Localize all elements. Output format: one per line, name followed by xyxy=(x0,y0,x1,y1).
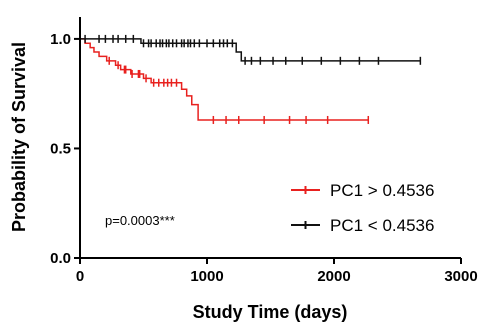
x-axis-title: Study Time (days) xyxy=(193,302,348,322)
x-tick-label: 2000 xyxy=(317,268,350,285)
legend: PC1 > 0.4536 PC1 < 0.4536 xyxy=(291,181,434,235)
curve-pc1-high xyxy=(80,38,369,121)
y-tick-label: 0.0 xyxy=(50,250,71,267)
x-ticks: 0 1000 2000 3000 xyxy=(76,258,478,285)
legend-item-pc1-high: PC1 > 0.4536 xyxy=(291,181,434,200)
y-axis-title: Probability of Survival xyxy=(9,42,29,232)
legend-label-pc1-low: PC1 < 0.4536 xyxy=(330,216,434,235)
x-tick-label: 3000 xyxy=(444,268,477,285)
legend-label-pc1-high: PC1 > 0.4536 xyxy=(330,181,434,200)
curve-pc1-low xyxy=(80,38,421,62)
series-layer xyxy=(80,34,422,124)
x-tick-label: 1000 xyxy=(190,268,223,285)
x-tick-label: 0 xyxy=(76,268,84,285)
p-value-annotation: p=0.0003*** xyxy=(105,213,175,228)
legend-item-pc1-low: PC1 < 0.4536 xyxy=(291,216,434,235)
y-tick-label: 1.0 xyxy=(50,31,71,48)
y-ticks: 0.0 0.5 1.0 xyxy=(50,31,80,267)
y-tick-label: 0.5 xyxy=(50,140,71,157)
